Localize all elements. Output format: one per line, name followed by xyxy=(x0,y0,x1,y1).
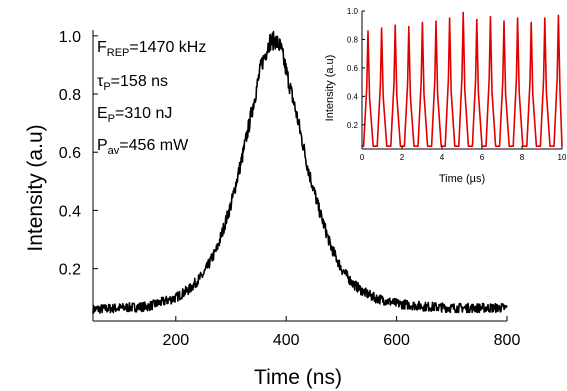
inset-x-tick-label: 6 xyxy=(480,153,485,162)
main-x-tick-label: 400 xyxy=(273,332,300,349)
main-y-tick-label: 0.4 xyxy=(59,203,81,220)
inset-y-tick-label: 0.4 xyxy=(347,92,359,101)
inset-background xyxy=(324,0,567,190)
inset-y-ticks: 0.2 0.4 0.6 0.8 1.0 xyxy=(347,7,365,130)
main-x-ticks: 200 400 600 800 xyxy=(162,316,520,349)
annotation-power: Pav=456 mW xyxy=(97,137,189,157)
inset-x-tick-label: 0 xyxy=(360,153,365,162)
annotation-block: FREP=1470 kHz τP=158 ns EP=310 nJ Pav=45… xyxy=(97,39,206,157)
inset-plot: 0 2 4 6 8 10 0.2 0.4 0.6 0.8 1.0 Time (µs) Intens… xyxy=(324,0,567,190)
inset-x-axis-title: Time (µs) xyxy=(439,173,485,185)
main-y-tick-label: 0.6 xyxy=(59,145,81,162)
main-series-line xyxy=(92,30,508,315)
main-plot: 200 400 600 800 0.2 0.4 0.6 0.8 1.0 Time (ns) I… xyxy=(24,29,520,389)
main-y-tick-label: 1.0 xyxy=(59,29,81,46)
main-x-axis-title: Time (ns) xyxy=(254,366,342,389)
inset-y-tick-label: 0.8 xyxy=(347,35,359,44)
main-x-tick-label: 200 xyxy=(162,332,189,349)
main-y-tick-label: 0.2 xyxy=(59,262,81,279)
inset-series-line xyxy=(362,11,563,147)
inset-y-axis-title: Intensity (a.u) xyxy=(324,55,336,122)
annotation-frep: FREP=1470 kHz xyxy=(97,39,206,59)
main-x-tick-label: 800 xyxy=(494,332,521,349)
inset-x-tick-label: 10 xyxy=(558,153,567,162)
inset-x-tick-label: 8 xyxy=(520,153,525,162)
main-y-axis-title: Intensity (a.u) xyxy=(24,124,47,251)
inset-y-tick-label: 0.6 xyxy=(347,64,359,73)
main-x-tick-label: 600 xyxy=(383,332,410,349)
main-y-ticks: 0.2 0.4 0.6 0.8 1.0 xyxy=(59,29,98,279)
annotation-tau: τP=158 ns xyxy=(97,73,168,93)
inset-x-tick-label: 2 xyxy=(400,153,405,162)
inset-y-tick-label: 0.2 xyxy=(347,121,359,130)
annotation-energy: EP=310 nJ xyxy=(97,105,172,125)
inset-y-tick-label: 1.0 xyxy=(347,7,359,16)
main-y-tick-label: 0.8 xyxy=(59,87,81,104)
inset-x-ticks: 0 2 4 6 8 10 xyxy=(360,146,567,162)
inset-x-tick-label: 4 xyxy=(440,153,445,162)
